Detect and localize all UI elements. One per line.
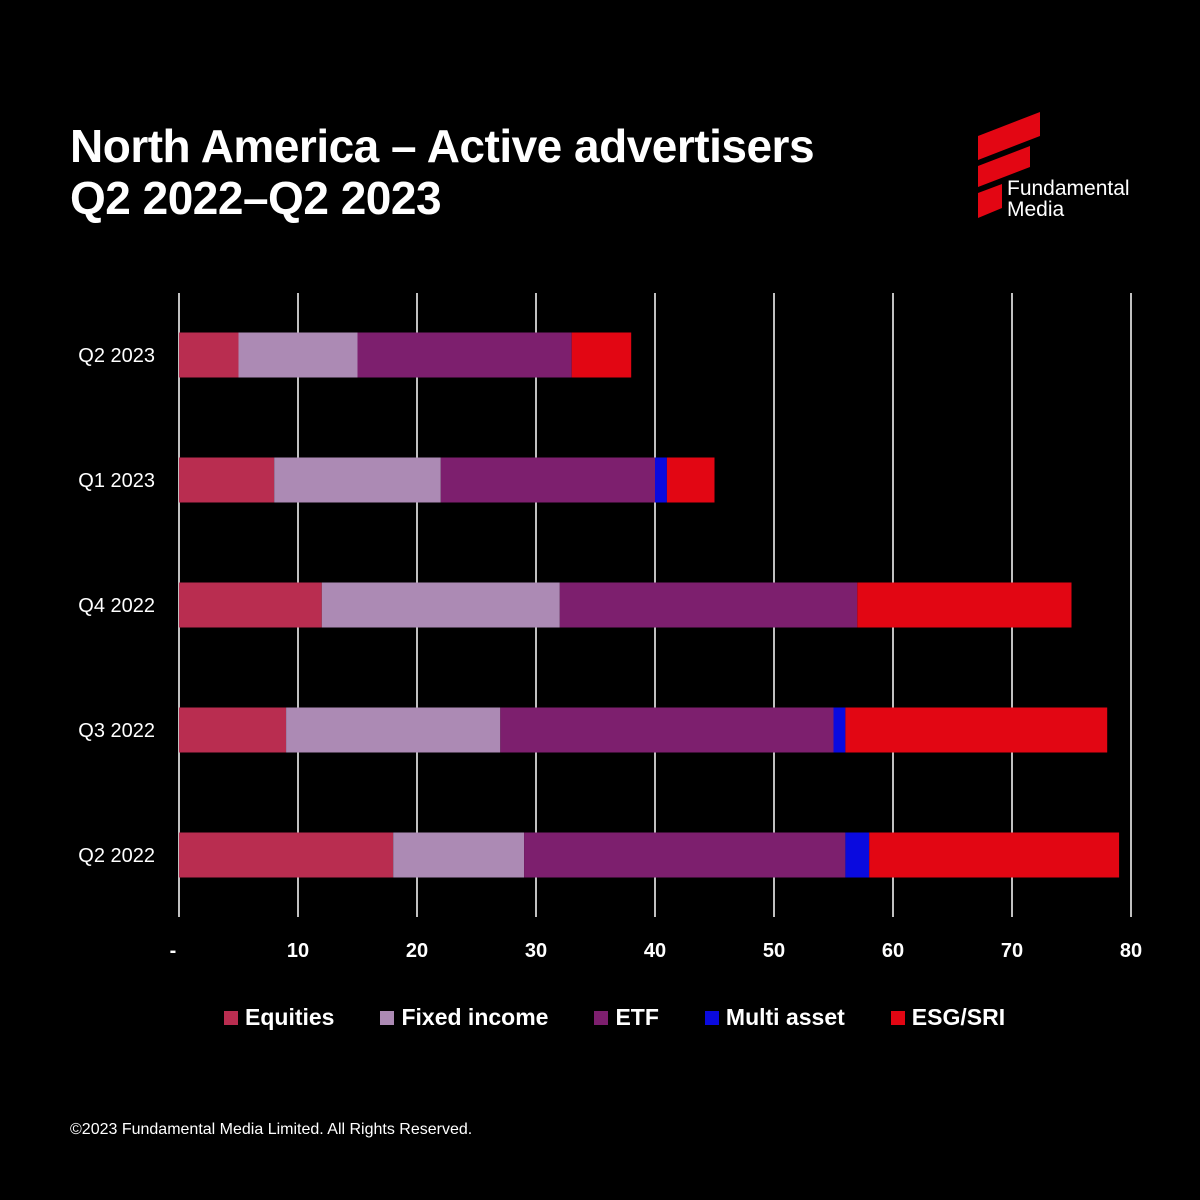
y-tick-label: Q2 2023	[78, 345, 155, 367]
bar-q3-2022-multi-asset	[833, 707, 846, 753]
legend-item: Fixed income	[380, 1004, 548, 1031]
legend-swatch	[704, 1010, 719, 1025]
stacked-bar-chart: Q2 2023 Q1 2023 Q4 2022 Q3 2022 Q2 2022 - 10 20…	[78, 293, 1142, 962]
logo-wordmark-line-1: Fundamental	[1007, 177, 1130, 200]
bar-q2-2022-multi-asset	[845, 832, 870, 878]
bar-q2-2023-etf	[357, 332, 572, 378]
bar-q2-2023-fixed-income	[238, 332, 358, 378]
legend-item: Equities	[224, 1004, 334, 1031]
x-tick-label: 60	[882, 940, 904, 962]
x-tick-label: 80	[1120, 940, 1142, 962]
brand-logo: Fundamental Media	[972, 110, 1132, 222]
x-tick-label: 20	[406, 940, 428, 962]
bar-q3-2022-etf	[500, 707, 834, 753]
y-tick-label: Q2 2022	[78, 845, 155, 867]
bar-q2-2022-fixed-income	[393, 832, 525, 878]
legend-swatch	[224, 1010, 238, 1025]
legend-label: ETF	[615, 1004, 659, 1030]
legend-label: Equities	[245, 1004, 335, 1030]
bar-q1-2023-fixed-income	[274, 457, 441, 503]
bar-q1-2023-equities	[179, 457, 275, 503]
logo-wordmark: Fundamental Media	[1007, 178, 1130, 220]
copyright-footer: ©2023 Fundamental Media Limited. All Rig…	[70, 1121, 473, 1138]
legend-swatch	[594, 1010, 609, 1025]
chart-title: North America – Active advertisers Q2 20…	[70, 120, 815, 224]
chart-legend: Equities Fixed income ETF Multi asset ESG/SR…	[224, 1004, 1005, 1031]
bar-q1-2023-etf	[440, 457, 655, 503]
legend-item: Multi asset	[704, 1004, 845, 1031]
bar-q2-2022-equities	[179, 832, 394, 878]
x-tick-label: 70	[1001, 940, 1023, 962]
logo-mark-middle-stroke	[978, 146, 1030, 187]
fundamental-media-logo-mark-icon	[978, 112, 1040, 218]
logo-mark-top-stroke	[978, 112, 1040, 160]
bar-q1-2023-esg-sri	[666, 457, 715, 503]
bar-q2-2023-esg-sri	[571, 332, 632, 378]
legend-item: ESG/SRI	[890, 1004, 1006, 1031]
x-tick-label: 30	[525, 940, 547, 962]
x-tick-label: -	[170, 940, 177, 962]
bar-q2-2022-esg-sri	[869, 832, 1120, 878]
bar-q4-2022-equities	[179, 582, 322, 628]
bar-q1-2023-multi-asset	[655, 457, 667, 503]
bar-q4-2022-etf	[559, 582, 858, 628]
bar-q3-2022-esg-sri	[845, 707, 1108, 753]
chart-title-line-2: Q2 2022–Q2 2023	[70, 172, 442, 224]
x-tick-label: 10	[287, 940, 309, 962]
bar-q2-2022-etf	[524, 832, 846, 878]
y-tick-label: Q1 2023	[78, 470, 155, 492]
bar-q4-2022-esg-sri	[857, 582, 1072, 628]
logo-wordmark-line-2: Media	[1007, 198, 1065, 221]
bar-q3-2022-equities	[179, 707, 287, 753]
legend-label: ESG/SRI	[911, 1004, 1006, 1030]
legend-item: ETF	[594, 1004, 659, 1031]
y-tick-label: Q4 2022	[78, 595, 155, 617]
legend-swatch	[890, 1010, 905, 1025]
chart-title-line-1: North America – Active advertisers	[70, 120, 815, 172]
bar-q3-2022-fixed-income	[286, 707, 501, 753]
x-tick-label: 50	[763, 940, 785, 962]
legend-swatch	[380, 1010, 395, 1025]
bar-q2-2023-equities	[179, 332, 239, 378]
bar-q4-2022-fixed-income	[321, 582, 560, 628]
logo-mark-bottom-stroke	[978, 184, 1002, 218]
y-tick-label: Q3 2022	[78, 720, 155, 742]
legend-label: Fixed income	[401, 1004, 549, 1030]
x-tick-label: 40	[644, 940, 666, 962]
legend-label: Multi asset	[725, 1004, 845, 1030]
